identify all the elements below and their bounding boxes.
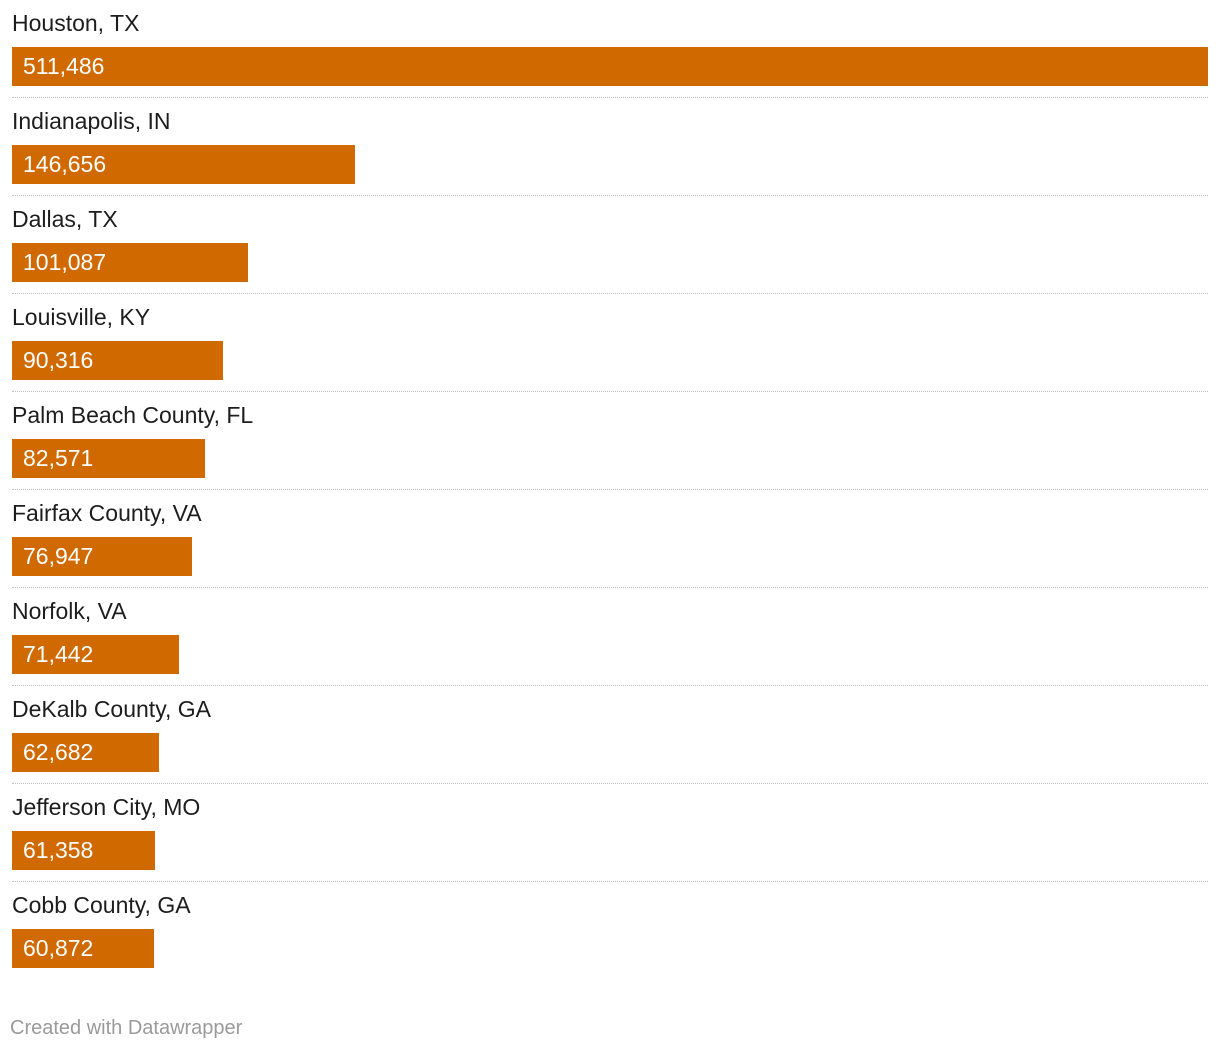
chart-row: Jefferson City, MO 61,358 [12, 784, 1208, 882]
bar [12, 929, 154, 968]
bar [12, 47, 1208, 86]
bar [12, 537, 192, 576]
chart-row: DeKalb County, GA 62,682 [12, 686, 1208, 784]
value-label: 61,358 [23, 837, 94, 863]
chart-row: Houston, TX 511,486 [12, 0, 1208, 98]
bar-chart: Houston, TX 511,486 Indianapolis, IN 146,65… [12, 0, 1208, 980]
category-label: Norfolk, VA [12, 598, 127, 624]
credit-text: Created with Datawrapper [10, 1017, 243, 1039]
chart-row: Palm Beach County, FL 82,571 [12, 392, 1208, 490]
value-label: 60,872 [23, 935, 94, 961]
chart-row: Indianapolis, IN 146,656 [12, 98, 1208, 196]
category-label: Jefferson City, MO [12, 794, 201, 820]
category-label: Dallas, TX [12, 206, 118, 232]
value-label: 90,316 [23, 347, 94, 373]
category-label: Fairfax County, VA [12, 500, 202, 526]
chart-row: Norfolk, VA 71,442 [12, 588, 1208, 686]
value-label: 82,571 [23, 445, 94, 471]
category-label: DeKalb County, GA [12, 696, 212, 722]
value-label: 62,682 [23, 739, 94, 765]
value-label: 511,486 [23, 53, 105, 79]
value-label: 71,442 [23, 641, 94, 667]
chart-row: Dallas, TX 101,087 [12, 196, 1208, 294]
bar [12, 733, 159, 772]
chart-row: Cobb County, GA 60,872 [12, 882, 1208, 980]
value-label: 76,947 [23, 543, 94, 569]
category-label: Cobb County, GA [12, 892, 191, 918]
value-label: 146,656 [23, 151, 107, 177]
bar [12, 341, 223, 380]
category-label: Louisville, KY [12, 304, 151, 330]
category-label: Palm Beach County, FL [12, 402, 254, 428]
category-label: Houston, TX [12, 10, 140, 36]
bar [12, 145, 355, 184]
bar [12, 439, 205, 478]
bar [12, 635, 179, 674]
bar [12, 243, 248, 282]
category-label: Indianapolis, IN [12, 108, 171, 134]
chart-row: Fairfax County, VA 76,947 [12, 490, 1208, 588]
value-label: 101,087 [23, 249, 107, 275]
bar [12, 831, 155, 870]
chart-row: Louisville, KY 90,316 [12, 294, 1208, 392]
